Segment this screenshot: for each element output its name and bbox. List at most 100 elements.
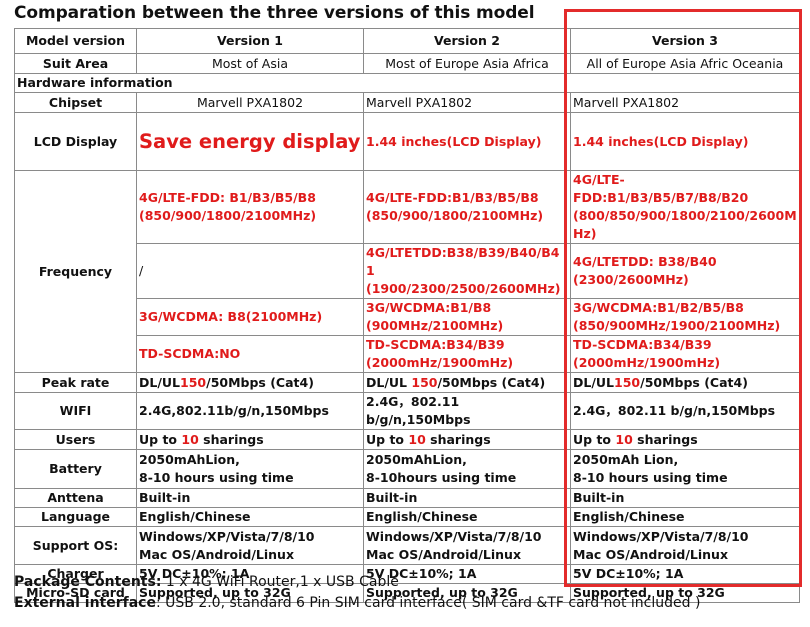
charger-row: Charger 5V DC±10%; 1A 5V DC±10%; 1A 5V D…	[14, 564, 800, 584]
freq-tdscdma-v1: TD-SCDMA:NO	[136, 335, 364, 373]
users-v1-value: 10	[181, 431, 199, 447]
external-interface-line: External interface: USB 2.0, standard 6 …	[14, 595, 700, 611]
header-version-3: Version 3	[570, 28, 800, 54]
users-v1-prefix: Up to	[139, 431, 182, 447]
os-v1-line1: Windows/XP/Vista/7/8/10	[139, 528, 315, 544]
suit-area-v1: Most of Asia	[136, 53, 364, 74]
microsd-label: Micro-SD card	[14, 583, 137, 603]
microsd-v2: Supported, up to 32G	[363, 583, 571, 603]
users-v2: Up to 10 sharings	[363, 429, 571, 450]
freq-fdd-v3: 4G/LTE-FDD:B1/B3/B5/B7/B8/B20 (800/850/9…	[570, 170, 800, 244]
wifi-v2: 2.4G，802.11 b/g/n,150Mbps	[363, 392, 571, 430]
lcd-v3: 1.44 inches(LCD Display)	[570, 112, 800, 171]
peak-rate-v3: DL/UL150/50Mbps (Cat4)	[570, 372, 800, 393]
package-contents-label: Package Contents:	[14, 574, 162, 590]
header-version-2: Version 2	[363, 28, 571, 54]
freq-tdd-v3: 4G/LTETDD: B38/B40 (2300/2600MHz)	[570, 243, 800, 299]
os-v2: Windows/XP/Vista/7/8/10 Mac OS/Android/Li…	[363, 526, 571, 565]
peak-rate-v1-suffix: /50Mbps (Cat4)	[206, 374, 314, 390]
users-v3-suffix: sharings	[632, 431, 698, 447]
package-contents-line: Package Contents: 1 x 4G WiFi Router,1 x…	[14, 574, 399, 590]
battery-v2-line2: 8-10hours using time	[366, 470, 517, 485]
chipset-v1: Marvell PXA1802	[136, 92, 364, 113]
peak-rate-v1-prefix: DL/UL	[139, 374, 181, 390]
wifi-label: WIFI	[14, 392, 137, 430]
chipset-v2: Marvell PXA1802	[363, 92, 571, 113]
chipset-row: Chipset Marvell PXA1802 Marvell PXA1802 …	[14, 92, 800, 113]
antenna-row: Anttena Built-in Built-in Built-in	[14, 488, 800, 508]
freq-tdd-v1: /	[136, 243, 364, 299]
peak-rate-v3-suffix: /50Mbps (Cat4)	[640, 374, 748, 390]
antenna-v1: Built-in	[136, 488, 364, 508]
suit-area-v3: All of Europe Asia Afric Oceania	[570, 53, 800, 74]
microsd-v1: Supported, up to 32G	[136, 583, 364, 603]
users-row: Users Up to 10 sharings Up to 10 sharing…	[14, 429, 800, 450]
page-title: Comparation between the three versions o…	[14, 3, 535, 23]
peak-rate-v1-value: 150	[180, 374, 207, 390]
language-v2: English/Chinese	[363, 507, 571, 527]
os-v3: Windows/XP/Vista/7/8/10 Mac OS/Android/Li…	[570, 526, 800, 565]
peak-rate-label: Peak rate	[14, 372, 137, 393]
frequency-tdscdma-row: TD-SCDMA:NO TD-SCDMA:B34/B39 (2000mHz/19…	[15, 335, 800, 373]
charger-v1: 5V DC±10%; 1A	[136, 564, 364, 584]
chipset-v3: Marvell PXA1802	[570, 92, 800, 113]
external-interface-label: External interface	[14, 595, 156, 611]
suit-area-v2: Most of Europe Asia Africa	[363, 53, 571, 74]
charger-v3: 5V DC±10%; 1A	[570, 564, 800, 584]
os-v3-line1: Windows/XP/Vista/7/8/10	[573, 528, 749, 544]
freq-wcdma-v3: 3G/WCDMA:B1/B2/B5/B8 (850/900MHz/1900/21…	[570, 298, 800, 336]
users-v3: Up to 10 sharings	[570, 429, 800, 450]
os-v3-line2: Mac OS/Android/Linux	[573, 546, 729, 562]
os-row: Support OS: Windows/XP/Vista/7/8/10 Mac O…	[14, 526, 800, 565]
peak-rate-row: Peak rate DL/UL150/50Mbps (Cat4) DL/UL 1…	[14, 372, 800, 393]
frequency-label: Frequency	[14, 170, 137, 373]
users-v2-prefix: Up to	[366, 431, 409, 447]
os-label: Support OS:	[14, 526, 137, 565]
lcd-v1: Save energy display	[136, 112, 364, 171]
language-label: Language	[14, 507, 137, 527]
antenna-label: Anttena	[14, 488, 137, 508]
battery-v2-line1: 2050mAhLion,	[366, 452, 467, 467]
language-v1: English/Chinese	[136, 507, 364, 527]
external-interface-value: : USB 2.0, standard 6 Pin SIM card inter…	[155, 595, 701, 611]
antenna-v3: Built-in	[570, 488, 800, 508]
freq-wcdma-v2: 3G/WCDMA:B1/B8 (900MHz/2100MHz)	[363, 298, 571, 336]
lcd-row: LCD Display Save energy display 1.44 inc…	[14, 112, 800, 171]
peak-rate-v3-prefix: DL/UL	[573, 374, 615, 390]
package-contents-value: 1 x 4G WiFi Router,1 x USB Cable	[161, 574, 399, 590]
battery-v1: 2050mAhLion, 8-10 hours using time	[136, 449, 364, 489]
battery-row: Battery 2050mAhLion, 8-10 hours using tim…	[14, 449, 800, 489]
lcd-label: LCD Display	[14, 112, 137, 171]
header-row: Model version Version 1 Version 2 Versio…	[14, 28, 800, 54]
battery-v3-line2: 8-10 hours using time	[573, 470, 728, 485]
battery-v2: 2050mAhLion, 8-10hours using time	[363, 449, 571, 489]
language-v3: English/Chinese	[570, 507, 800, 527]
users-v1: Up to 10 sharings	[136, 429, 364, 450]
hardware-section-label: Hardware information	[14, 73, 800, 93]
hardware-section-row: Hardware information	[14, 73, 800, 93]
users-v3-value: 10	[615, 431, 633, 447]
peak-rate-v2-value: 150	[411, 374, 438, 390]
freq-fdd-v1: 4G/LTE-FDD: B1/B3/B5/B8 (850/900/1800/21…	[136, 170, 364, 244]
battery-v3: 2050mAh Lion, 8-10 hours using time	[570, 449, 800, 489]
peak-rate-v2: DL/UL 150/50Mbps (Cat4)	[363, 372, 571, 393]
lcd-v2: 1.44 inches(LCD Display)	[363, 112, 571, 171]
peak-rate-v3-value: 150	[614, 374, 641, 390]
battery-v1-line1: 2050mAhLion,	[139, 452, 240, 467]
suit-area-label: Suit Area	[14, 53, 137, 74]
freq-tdscdma-v3: TD-SCDMA:B34/B39 (2000mHz/1900mHz)	[570, 335, 800, 373]
os-v1: Windows/XP/Vista/7/8/10 Mac OS/Android/Li…	[136, 526, 364, 565]
peak-rate-v1: DL/UL150/50Mbps (Cat4)	[136, 372, 364, 393]
header-version-1: Version 1	[136, 28, 364, 54]
freq-tdd-v2: 4G/LTETDD:B38/B39/B40/B41 (1900/2300/250…	[363, 243, 571, 299]
users-v1-suffix: sharings	[198, 431, 264, 447]
os-v1-line2: Mac OS/Android/Linux	[139, 546, 295, 562]
frequency-wcdma-row: 3G/WCDMA: B8(2100MHz) 3G/WCDMA:B1/B8 (90…	[15, 298, 800, 336]
users-label: Users	[14, 429, 137, 450]
wifi-v1: 2.4G,802.11b/g/n,150Mbps	[136, 392, 364, 430]
battery-v1-line2: 8-10 hours using time	[139, 470, 294, 485]
suit-area-row: Suit Area Most of Asia Most of Europe As…	[14, 53, 800, 74]
frequency-fdd-row: Frequency 4G/LTE-FDD: B1/B3/B5/B8 (850/9…	[14, 170, 800, 373]
freq-tdscdma-v2: TD-SCDMA:B34/B39 (2000mHz/1900mHz)	[363, 335, 571, 373]
language-row: Language English/Chinese English/Chinese…	[14, 507, 800, 527]
